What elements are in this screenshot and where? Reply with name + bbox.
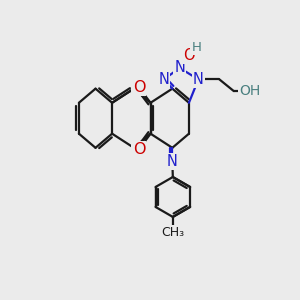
Text: O: O [133,80,145,95]
Text: O: O [183,48,194,63]
Text: OH: OH [239,84,260,98]
Text: N: N [167,154,178,169]
Text: CH₃: CH₃ [161,226,184,239]
Text: H: H [191,41,201,54]
Text: N: N [158,72,169,87]
Text: N: N [193,72,204,87]
Text: O: O [133,142,145,157]
Text: N: N [174,61,185,76]
